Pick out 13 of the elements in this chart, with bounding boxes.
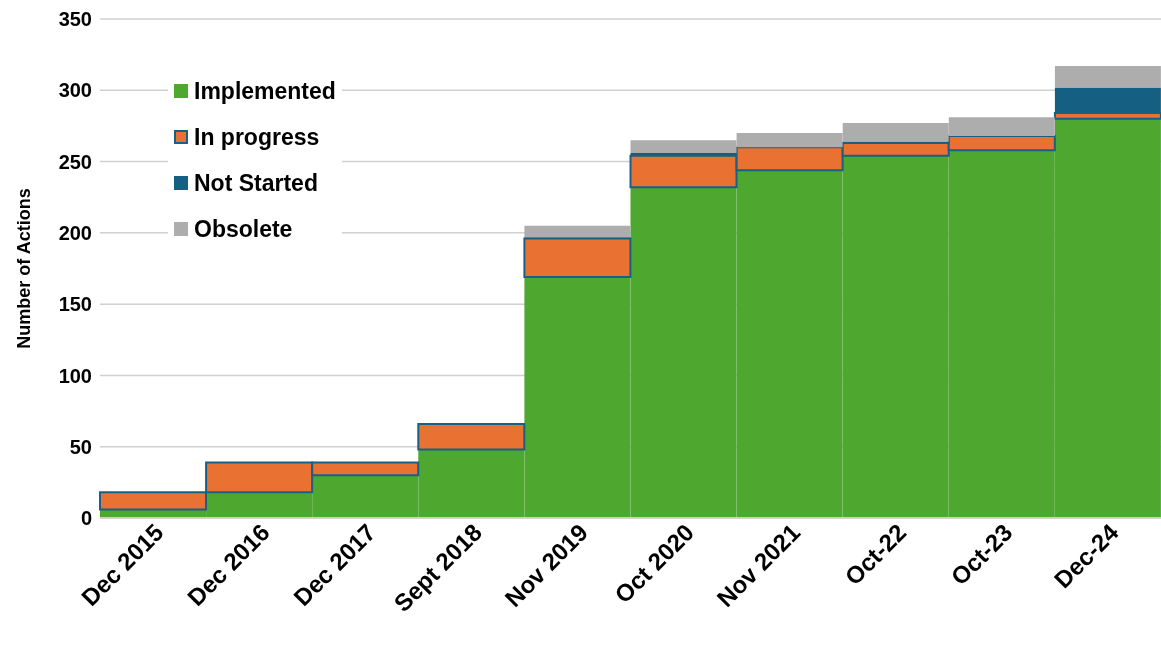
y-tick-label: 150 — [58, 293, 92, 316]
y-tick-label: 250 — [58, 150, 92, 173]
y-tick-label: 200 — [58, 221, 92, 244]
y-axis-title: Number of Actions — [14, 188, 35, 349]
legend-label: In progress — [194, 123, 320, 151]
y-tick-label: 350 — [58, 8, 92, 31]
y-tick-label: 50 — [69, 435, 92, 458]
y-tick-label: 0 — [80, 507, 92, 530]
y-tick-label: 100 — [58, 364, 92, 387]
legend-label: Not Started — [194, 169, 318, 197]
legend-label: Implemented — [194, 77, 336, 105]
y-tick-label: 300 — [58, 79, 92, 102]
legend-label: Obsolete — [194, 215, 293, 243]
